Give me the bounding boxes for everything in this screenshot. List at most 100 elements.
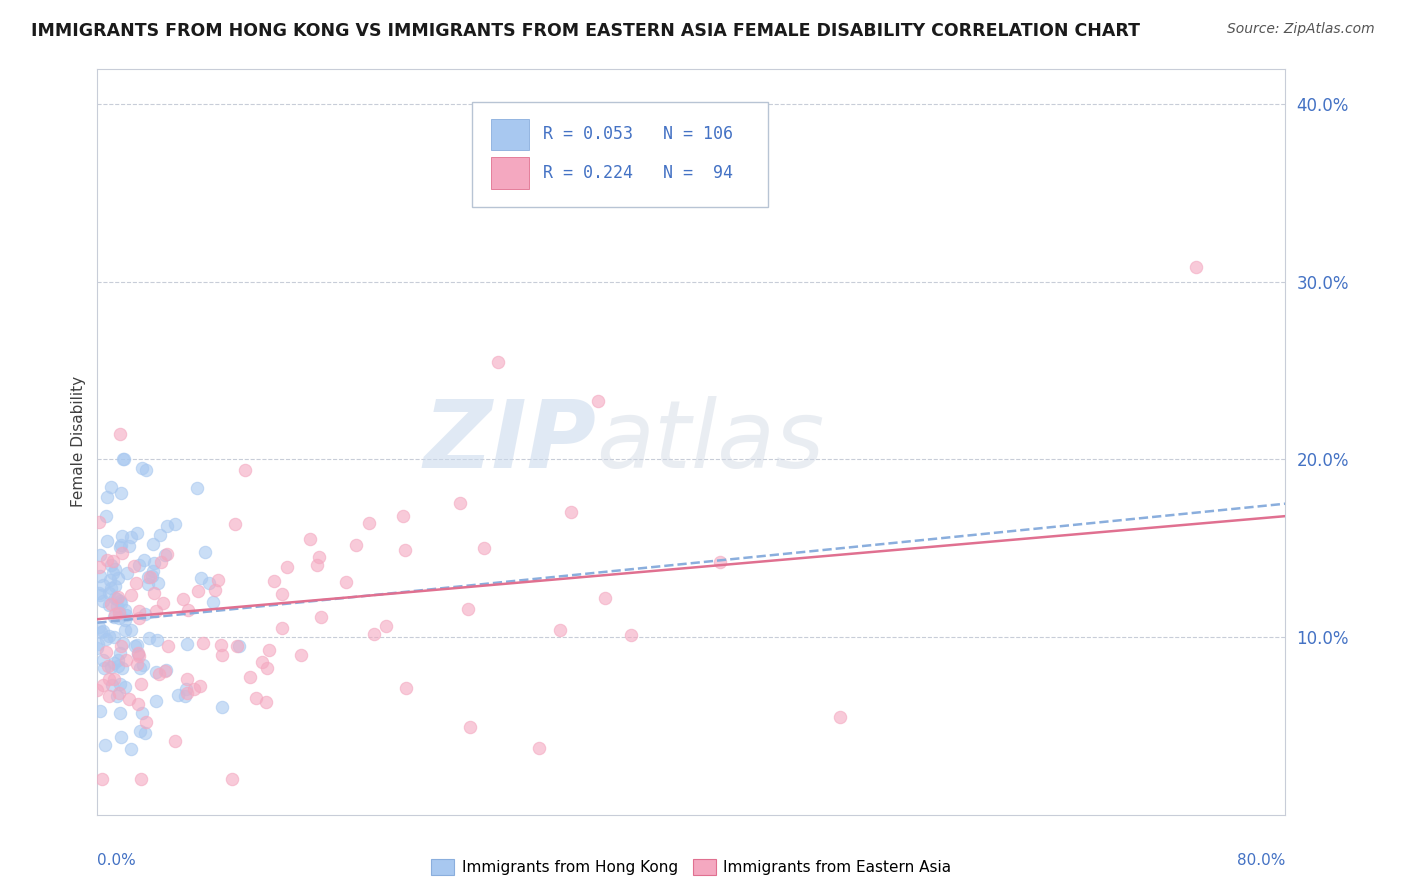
Point [112, 452, 135, 467]
Point [194, 545, 217, 559]
Point [107, 571, 129, 585]
Point [124, 639, 146, 653]
Point [211, 700, 233, 714]
Point [146, 633, 169, 648]
Point [152, 596, 174, 610]
Point [128, 558, 150, 572]
Point [86, 682, 108, 697]
Point [98, 586, 121, 600]
Point [110, 730, 132, 744]
Point [114, 680, 136, 694]
Point [271, 587, 294, 601]
Point [108, 686, 131, 700]
Point [111, 546, 134, 560]
Point [115, 566, 138, 580]
Point [156, 518, 179, 533]
Point [120, 742, 142, 756]
Point [136, 576, 159, 591]
Point [148, 667, 170, 681]
Point [110, 538, 132, 552]
Legend: Immigrants from Hong Kong, Immigrants from Eastern Asia: Immigrants from Hong Kong, Immigrants fr… [425, 854, 957, 881]
Point [263, 574, 285, 588]
Point [86, 641, 108, 656]
Point [131, 706, 153, 721]
Point [127, 638, 149, 652]
Point [153, 548, 176, 562]
Point [176, 681, 198, 696]
Point [90, 624, 112, 639]
Point [120, 588, 142, 602]
Point [375, 619, 398, 633]
Point [118, 691, 141, 706]
Point [449, 496, 471, 510]
Point [167, 689, 190, 703]
Point [103, 672, 125, 686]
Point [163, 517, 186, 532]
Point [156, 547, 179, 561]
Point [197, 576, 219, 591]
Point [141, 568, 163, 582]
Point [183, 681, 205, 696]
Point [134, 607, 156, 622]
Point [259, 643, 281, 657]
Point [620, 628, 643, 642]
Point [138, 631, 160, 645]
Point [224, 516, 246, 531]
Point [129, 772, 152, 786]
Point [472, 541, 495, 555]
Point [204, 582, 226, 597]
Point [395, 681, 418, 696]
Point [107, 606, 129, 620]
Point [108, 677, 131, 691]
Point [298, 532, 321, 546]
Point [120, 530, 142, 544]
Point [101, 677, 124, 691]
Point [142, 556, 165, 570]
Text: 80.0%: 80.0% [1237, 854, 1285, 868]
Point [103, 607, 125, 621]
Point [89, 548, 111, 562]
Point [588, 394, 610, 409]
Point [100, 597, 122, 611]
Point [89, 704, 111, 718]
Point [245, 690, 267, 705]
Point [271, 621, 294, 635]
Point [108, 646, 131, 660]
Point [186, 481, 208, 495]
Point [142, 537, 165, 551]
FancyBboxPatch shape [491, 157, 529, 188]
Point [176, 672, 198, 686]
Point [201, 595, 224, 609]
Point [128, 611, 150, 625]
Point [131, 677, 153, 691]
Point [276, 560, 298, 574]
Point [529, 740, 551, 755]
Point [560, 505, 582, 519]
Point [114, 623, 136, 637]
Point [87, 586, 110, 600]
Text: 0.0%: 0.0% [97, 854, 136, 868]
Point [136, 570, 159, 584]
Point [221, 772, 243, 786]
Point [290, 648, 312, 662]
Point [115, 652, 138, 666]
Point [394, 542, 416, 557]
FancyBboxPatch shape [471, 102, 769, 207]
Point [94, 632, 117, 647]
Point [97, 689, 120, 703]
Point [335, 575, 357, 590]
Point [153, 664, 176, 678]
Point [103, 591, 125, 605]
Point [134, 726, 156, 740]
Point [127, 647, 149, 661]
Point [89, 569, 111, 583]
Point [128, 604, 150, 618]
Point [98, 598, 121, 612]
Point [256, 661, 278, 675]
Point [211, 648, 233, 662]
Text: Source: ZipAtlas.com: Source: ZipAtlas.com [1227, 22, 1375, 37]
Point [344, 538, 367, 552]
Point [110, 486, 132, 500]
Point [309, 609, 332, 624]
Point [163, 734, 186, 748]
